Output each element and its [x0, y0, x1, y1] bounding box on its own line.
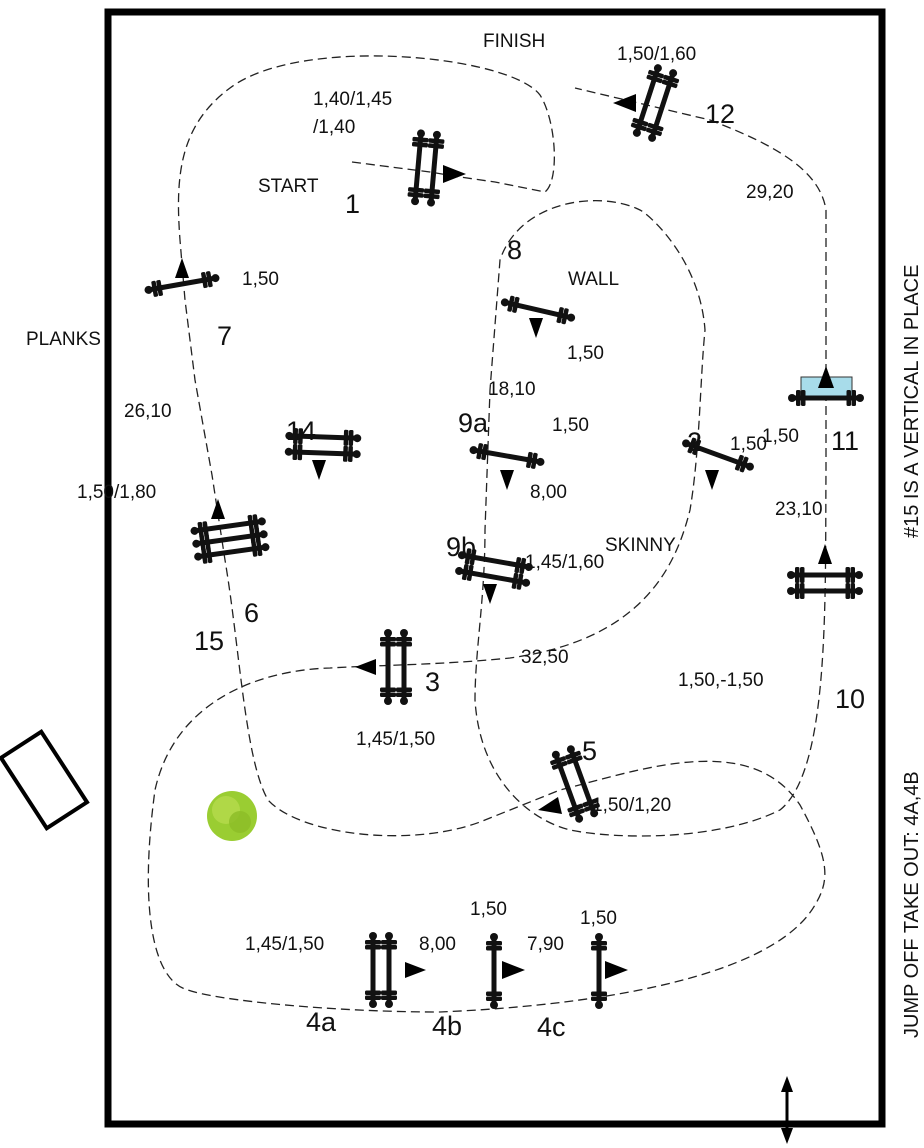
height-jump-8: 1,50 [567, 343, 604, 364]
direction-arrows [175, 94, 834, 979]
side-note-vertical: #15 IS A VERTICAL IN PLACE [901, 265, 923, 538]
label-jump-11: 11 [831, 426, 859, 456]
jump-4c [591, 933, 607, 1009]
wall-label: WALL [568, 269, 619, 290]
finish-label: FINISH [483, 31, 545, 52]
distance-2-3: 32,50 [521, 647, 569, 668]
label-jump-12: 12 [705, 99, 735, 129]
height-jump-2: 1,50 [730, 434, 767, 455]
tree-icon [207, 791, 257, 841]
gate-symbol [0, 728, 90, 832]
distance-4a-4b: 8,00 [419, 934, 456, 955]
jump-9a [468, 441, 546, 471]
distance-8-9a: 18,10 [488, 379, 536, 400]
start-label: START [258, 176, 319, 197]
label-jump-15: 15 [194, 626, 224, 656]
label-jump-5: 5 [582, 736, 597, 766]
jump-3 [380, 629, 412, 705]
label-jump-14: 14 [286, 416, 316, 446]
height-jump-6: 1,50/1,80 [77, 482, 156, 503]
height-jump-4b: 1,50 [470, 899, 507, 920]
height-jump-9b: 1,45/1,60 [525, 552, 604, 573]
height-jump-3: 1,45/1,50 [356, 729, 435, 750]
jump-12 [628, 62, 682, 144]
skinny-label: SKINNY [605, 535, 676, 556]
height-jump-5: 1,50/1,20 [592, 795, 671, 816]
course-route [147, 55, 827, 1013]
label-jump-4a: 4a [306, 1007, 337, 1037]
height-jump-11: 1,50 [762, 426, 799, 447]
distance-10-11: 23,10 [775, 499, 823, 520]
height-jump-10: 1,50,-1,50 [678, 670, 764, 691]
label-jump-7: 7 [217, 321, 232, 351]
height-jump-4c: 1,50 [580, 908, 617, 929]
distance-6-7: 26,10 [124, 401, 172, 422]
label-jump-1: 1 [345, 189, 360, 219]
label-jump-2: 2 [687, 427, 702, 457]
height-jump-1-alt: /1,40 [313, 117, 355, 138]
label-jump-9b: 9b [446, 532, 476, 562]
jump-6-15 [189, 513, 270, 565]
label-jump-9a: 9a [458, 408, 489, 438]
height-jump-12: 1,50/1,60 [617, 44, 696, 65]
planks-label: PLANKS [26, 329, 101, 350]
label-jump-10: 10 [835, 684, 865, 714]
height-jump-9a: 1,50 [552, 415, 589, 436]
arena-boundary [104, 8, 886, 1128]
height-jump-1: 1,40/1,45 [313, 89, 392, 110]
label-jump-6: 6 [244, 598, 259, 628]
height-jump-7: 1,50 [242, 269, 279, 290]
entry-arrow [781, 1076, 793, 1144]
jump-1 [407, 129, 446, 207]
side-note-jumpoff: JUMP OFF TAKE OUT: 4A,4B [901, 771, 923, 1038]
height-jump-4a: 1,45/1,50 [245, 934, 324, 955]
label-jump-4b: 4b [432, 1011, 462, 1041]
distance-11-12: 29,20 [746, 182, 794, 203]
label-jump-4c: 4c [537, 1012, 566, 1042]
jump-4b [486, 933, 502, 1009]
label-jump-3: 3 [425, 667, 440, 697]
jump-4a [365, 932, 397, 1008]
label-jump-8: 8 [507, 235, 522, 265]
distance-9a-9b: 8,00 [530, 482, 567, 503]
distance-4b-4c: 7,90 [527, 934, 564, 955]
